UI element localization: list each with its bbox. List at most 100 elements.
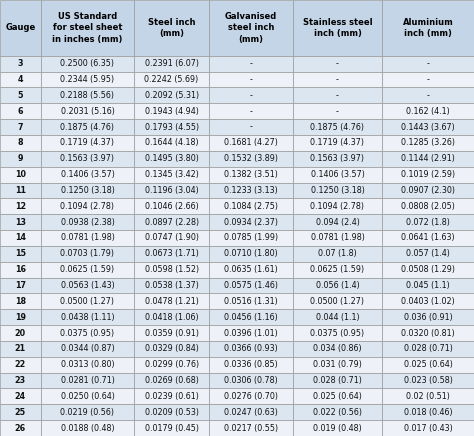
- Text: 0.0516 (1.31): 0.0516 (1.31): [224, 297, 278, 306]
- Bar: [293, 167, 382, 183]
- Bar: [293, 293, 382, 309]
- Bar: [0, 183, 41, 198]
- Text: 24: 24: [15, 392, 26, 401]
- Bar: [209, 135, 293, 151]
- Text: 0.045 (1.1): 0.045 (1.1): [406, 281, 450, 290]
- Text: 0.0269 (0.68): 0.0269 (0.68): [145, 376, 199, 385]
- Bar: [209, 293, 293, 309]
- Text: 0.1719 (4.37): 0.1719 (4.37): [310, 139, 365, 147]
- Text: 0.0781 (1.98): 0.0781 (1.98): [61, 234, 114, 242]
- Text: 0.0635 (1.61): 0.0635 (1.61): [224, 265, 278, 274]
- Text: 0.072 (1.8): 0.072 (1.8): [406, 218, 450, 227]
- Bar: [382, 56, 474, 72]
- Text: 0.028 (0.71): 0.028 (0.71): [313, 376, 362, 385]
- Bar: [0, 72, 41, 88]
- Bar: [41, 214, 134, 230]
- Text: 0.2344 (5.95): 0.2344 (5.95): [60, 75, 115, 84]
- Bar: [382, 88, 474, 103]
- Text: 0.0403 (1.02): 0.0403 (1.02): [401, 297, 455, 306]
- Bar: [41, 325, 134, 341]
- Text: 0.2092 (5.31): 0.2092 (5.31): [145, 91, 199, 100]
- Text: 0.023 (0.58): 0.023 (0.58): [403, 376, 453, 385]
- Text: 0.018 (0.46): 0.018 (0.46): [404, 408, 452, 417]
- Text: 0.1943 (4.94): 0.1943 (4.94): [145, 107, 199, 116]
- Text: 0.0250 (0.64): 0.0250 (0.64): [61, 392, 114, 401]
- Bar: [293, 420, 382, 436]
- Text: 0.0575 (1.46): 0.0575 (1.46): [224, 281, 278, 290]
- Text: 23: 23: [15, 376, 26, 385]
- Text: 0.1532 (3.89): 0.1532 (3.89): [224, 154, 278, 163]
- Text: 0.2031 (5.16): 0.2031 (5.16): [61, 107, 114, 116]
- Bar: [134, 198, 209, 214]
- Text: 0.0563 (1.43): 0.0563 (1.43): [61, 281, 114, 290]
- Text: 21: 21: [15, 344, 26, 353]
- Bar: [0, 214, 41, 230]
- Text: Stainless steel
inch (mm): Stainless steel inch (mm): [303, 18, 372, 38]
- Text: 0.017 (0.43): 0.017 (0.43): [404, 424, 452, 433]
- Text: 0.0710 (1.80): 0.0710 (1.80): [224, 249, 278, 258]
- Text: 0.1094 (2.78): 0.1094 (2.78): [61, 202, 114, 211]
- Bar: [209, 278, 293, 293]
- Bar: [293, 246, 382, 262]
- Text: 0.0598 (1.52): 0.0598 (1.52): [145, 265, 199, 274]
- Text: 0.0281 (0.71): 0.0281 (0.71): [61, 376, 114, 385]
- Bar: [0, 230, 41, 246]
- Bar: [0, 167, 41, 183]
- Bar: [41, 198, 134, 214]
- Text: -: -: [336, 91, 339, 100]
- Bar: [382, 357, 474, 373]
- Bar: [134, 262, 209, 278]
- Bar: [382, 183, 474, 198]
- Bar: [382, 214, 474, 230]
- Bar: [41, 183, 134, 198]
- Text: 16: 16: [15, 265, 26, 274]
- Text: 0.0500 (1.27): 0.0500 (1.27): [310, 297, 365, 306]
- Bar: [134, 325, 209, 341]
- Bar: [134, 309, 209, 325]
- Bar: [134, 214, 209, 230]
- Bar: [293, 72, 382, 88]
- Bar: [293, 0, 382, 56]
- Text: 0.1250 (3.18): 0.1250 (3.18): [310, 186, 365, 195]
- Bar: [41, 103, 134, 119]
- Bar: [209, 230, 293, 246]
- Text: 0.0538 (1.37): 0.0538 (1.37): [145, 281, 199, 290]
- Text: 0.0313 (0.80): 0.0313 (0.80): [61, 360, 114, 369]
- Text: Galvanised
steel inch
(mm): Galvanised steel inch (mm): [225, 12, 277, 44]
- Text: 0.2391 (6.07): 0.2391 (6.07): [145, 59, 199, 68]
- Bar: [0, 151, 41, 167]
- Text: 9: 9: [18, 154, 23, 163]
- Bar: [134, 119, 209, 135]
- Text: 0.0673 (1.71): 0.0673 (1.71): [145, 249, 199, 258]
- Bar: [293, 119, 382, 135]
- Text: 25: 25: [15, 408, 26, 417]
- Bar: [134, 293, 209, 309]
- Bar: [382, 388, 474, 404]
- Bar: [134, 135, 209, 151]
- Bar: [41, 341, 134, 357]
- Bar: [41, 56, 134, 72]
- Text: 0.0625 (1.59): 0.0625 (1.59): [60, 265, 115, 274]
- Bar: [0, 388, 41, 404]
- Text: 0.2188 (5.56): 0.2188 (5.56): [61, 91, 114, 100]
- Text: 0.1046 (2.66): 0.1046 (2.66): [145, 202, 199, 211]
- Text: 0.1875 (4.76): 0.1875 (4.76): [310, 123, 365, 132]
- Bar: [382, 72, 474, 88]
- Bar: [209, 246, 293, 262]
- Text: 0.028 (0.71): 0.028 (0.71): [403, 344, 453, 353]
- Text: 0.0179 (0.45): 0.0179 (0.45): [145, 424, 199, 433]
- Text: 0.0703 (1.79): 0.0703 (1.79): [61, 249, 114, 258]
- Text: 0.0897 (2.28): 0.0897 (2.28): [145, 218, 199, 227]
- Text: 0.0907 (2.30): 0.0907 (2.30): [401, 186, 455, 195]
- Bar: [293, 325, 382, 341]
- Text: 0.1233 (3.13): 0.1233 (3.13): [224, 186, 278, 195]
- Bar: [209, 341, 293, 357]
- Bar: [293, 88, 382, 103]
- Text: -: -: [336, 59, 339, 68]
- Bar: [0, 103, 41, 119]
- Text: Gauge: Gauge: [5, 24, 36, 32]
- Bar: [0, 262, 41, 278]
- Bar: [382, 0, 474, 56]
- Text: 0.1875 (4.76): 0.1875 (4.76): [61, 123, 114, 132]
- Bar: [41, 119, 134, 135]
